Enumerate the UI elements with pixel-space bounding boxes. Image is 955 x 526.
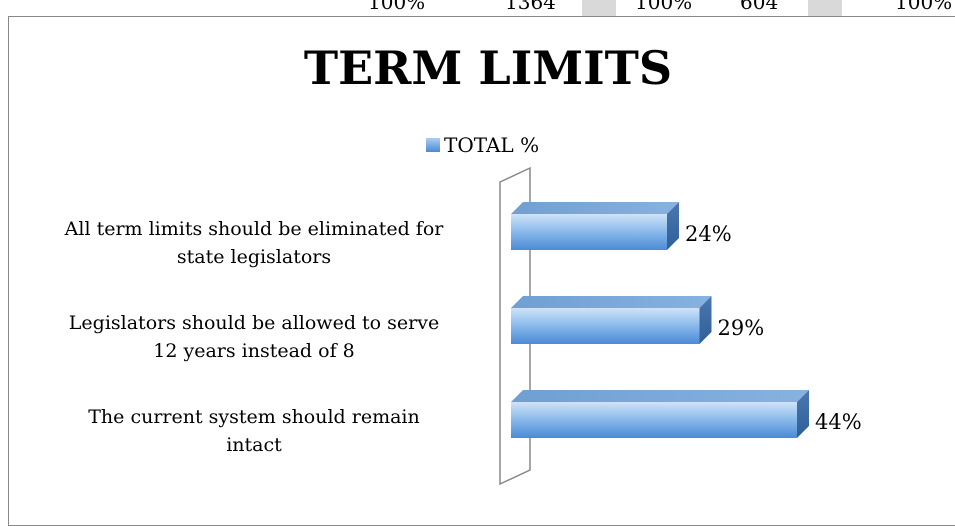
bar-3-end bbox=[797, 390, 809, 438]
data-label-3: 44% bbox=[815, 410, 862, 434]
bar-2 bbox=[511, 296, 712, 344]
legend-entry: TOTAL % bbox=[444, 133, 539, 157]
category-label-2-line-2: 12 years instead of 8 bbox=[153, 340, 354, 362]
category-label-1-line-2: state legislators bbox=[177, 246, 331, 268]
strip-value-3: 100% bbox=[635, 0, 693, 14]
bar-1-top bbox=[511, 202, 679, 214]
legend-swatch bbox=[426, 138, 440, 152]
top-strip: 100% 1364 100% 604 100% bbox=[0, 0, 955, 16]
bars bbox=[511, 202, 809, 438]
chart-title: TERM LIMITS bbox=[304, 41, 672, 95]
category-labels: All term limits should be eliminated for… bbox=[64, 218, 445, 456]
bar-3-top bbox=[511, 390, 809, 402]
legend: TOTAL % bbox=[426, 133, 539, 157]
data-labels: 24% 29% 44% bbox=[685, 222, 862, 434]
bar-2-top bbox=[511, 296, 712, 308]
chart: TERM LIMITS TOTAL % All term limits shou… bbox=[64, 41, 862, 486]
strip-value-2: 1364 bbox=[505, 0, 556, 14]
bar-2-front bbox=[511, 308, 700, 344]
bar-2-end bbox=[699, 296, 712, 344]
category-label-3: The current system should remain intact bbox=[88, 406, 420, 456]
category-label-1: All term limits should be eliminated for… bbox=[64, 218, 445, 268]
strip-shade-2 bbox=[808, 0, 842, 16]
category-label-2-line-1: Legislators should be allowed to serve bbox=[69, 312, 439, 334]
bar-1-end bbox=[667, 202, 679, 250]
bar-3 bbox=[511, 390, 809, 438]
bar-1-front bbox=[511, 214, 667, 250]
strip-value-4: 604 bbox=[740, 0, 779, 14]
strip-value-5: 100% bbox=[895, 0, 953, 14]
bar-3-front bbox=[511, 402, 797, 438]
category-label-1-line-1: All term limits should be eliminated for bbox=[64, 218, 445, 240]
category-label-3-line-1: The current system should remain bbox=[88, 406, 420, 428]
strip-value-1: 100% bbox=[368, 0, 426, 14]
data-label-2: 29% bbox=[718, 316, 765, 340]
category-label-3-line-2: intact bbox=[226, 434, 282, 456]
bar-1 bbox=[511, 202, 679, 250]
category-label-2: Legislators should be allowed to serve 12… bbox=[69, 312, 439, 362]
strip-shade-1 bbox=[582, 0, 616, 16]
data-label-1: 24% bbox=[685, 222, 732, 246]
